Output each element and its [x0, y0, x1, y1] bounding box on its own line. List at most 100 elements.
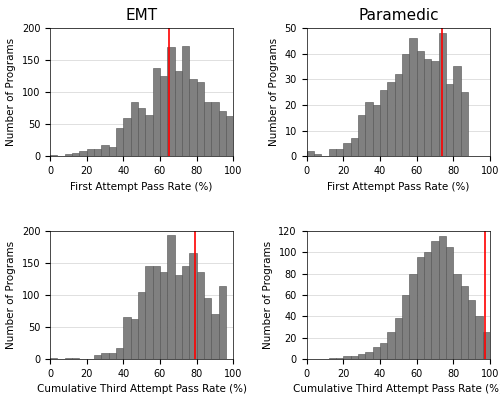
Bar: [344, 144, 350, 156]
Bar: [72, 358, 80, 359]
Bar: [372, 348, 380, 359]
Bar: [130, 319, 138, 359]
Bar: [64, 358, 72, 359]
Bar: [424, 59, 432, 156]
Title: EMT: EMT: [126, 8, 158, 23]
Bar: [468, 300, 475, 359]
Bar: [240, 134, 248, 156]
Bar: [366, 352, 372, 359]
Bar: [402, 53, 409, 156]
Bar: [50, 358, 58, 359]
Bar: [358, 354, 366, 359]
Bar: [460, 286, 468, 359]
Bar: [146, 115, 152, 156]
Y-axis label: Number of Programs: Number of Programs: [269, 38, 279, 146]
Bar: [160, 273, 168, 359]
Bar: [204, 103, 212, 156]
Bar: [80, 151, 86, 156]
X-axis label: Cumulative Third Attempt Pass Rate (%): Cumulative Third Attempt Pass Rate (%): [36, 384, 246, 394]
Bar: [438, 236, 446, 359]
Bar: [438, 33, 446, 156]
Bar: [212, 314, 218, 359]
Bar: [152, 68, 160, 156]
Bar: [152, 266, 160, 359]
X-axis label: First Attempt Pass Rate (%): First Attempt Pass Rate (%): [327, 182, 470, 192]
Bar: [314, 154, 322, 156]
Bar: [50, 155, 58, 156]
Bar: [432, 241, 438, 359]
Bar: [190, 253, 196, 359]
Bar: [116, 128, 124, 156]
Bar: [138, 108, 145, 156]
Bar: [64, 154, 72, 156]
Bar: [454, 274, 460, 359]
Bar: [108, 354, 116, 359]
Bar: [410, 274, 416, 359]
Bar: [454, 67, 460, 156]
Bar: [72, 153, 80, 156]
Bar: [182, 46, 190, 156]
Bar: [138, 292, 145, 359]
Bar: [182, 266, 190, 359]
Bar: [402, 295, 409, 359]
Bar: [190, 79, 196, 156]
Bar: [86, 148, 94, 156]
Bar: [432, 61, 438, 156]
Bar: [388, 82, 394, 156]
Bar: [380, 89, 388, 156]
Y-axis label: Number of Programs: Number of Programs: [6, 38, 16, 146]
Bar: [108, 147, 116, 156]
Bar: [124, 118, 130, 156]
Title: Paramedic: Paramedic: [358, 8, 438, 23]
Bar: [204, 298, 212, 359]
Bar: [226, 117, 234, 156]
Bar: [380, 343, 388, 359]
Bar: [196, 83, 204, 156]
Bar: [102, 354, 108, 359]
Bar: [394, 318, 402, 359]
Bar: [476, 316, 482, 359]
Bar: [306, 151, 314, 156]
Bar: [460, 92, 468, 156]
Bar: [336, 148, 344, 156]
Bar: [328, 148, 336, 156]
Bar: [358, 115, 366, 156]
Bar: [328, 358, 336, 359]
Bar: [446, 247, 454, 359]
Bar: [218, 111, 226, 156]
Bar: [94, 148, 102, 156]
Bar: [350, 138, 358, 156]
Bar: [146, 266, 152, 359]
Bar: [94, 355, 102, 359]
Bar: [482, 332, 490, 359]
Bar: [196, 273, 204, 359]
Bar: [212, 102, 218, 156]
Bar: [336, 358, 344, 359]
Bar: [410, 38, 416, 156]
Bar: [174, 71, 182, 156]
Bar: [102, 145, 108, 156]
Bar: [424, 252, 432, 359]
Bar: [394, 74, 402, 156]
Bar: [388, 332, 394, 359]
Bar: [168, 235, 174, 359]
Bar: [366, 103, 372, 156]
Bar: [416, 51, 424, 156]
Y-axis label: Number of Programs: Number of Programs: [6, 241, 16, 349]
Bar: [130, 102, 138, 156]
X-axis label: Cumulative Third Attempt Pass Rate (%): Cumulative Third Attempt Pass Rate (%): [294, 384, 500, 394]
X-axis label: First Attempt Pass Rate (%): First Attempt Pass Rate (%): [70, 182, 213, 192]
Bar: [416, 257, 424, 359]
Bar: [124, 317, 130, 359]
Bar: [446, 85, 454, 156]
Bar: [350, 356, 358, 359]
Bar: [160, 76, 168, 156]
Bar: [234, 132, 240, 156]
Bar: [372, 105, 380, 156]
Y-axis label: Number of Programs: Number of Programs: [263, 241, 273, 349]
Bar: [344, 356, 350, 359]
Bar: [218, 286, 226, 359]
Bar: [174, 275, 182, 359]
Bar: [168, 47, 174, 156]
Bar: [116, 348, 124, 359]
